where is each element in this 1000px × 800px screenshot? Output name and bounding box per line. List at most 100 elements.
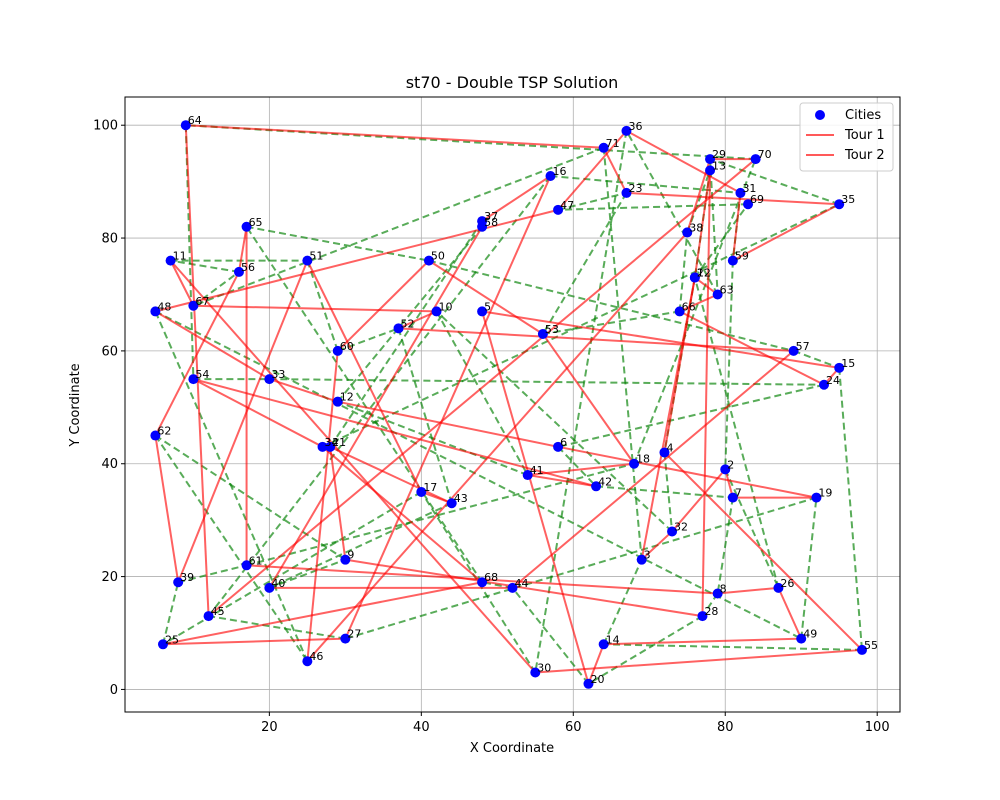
city-point: [629, 458, 640, 469]
city-point: [233, 266, 244, 277]
city-label: 15: [841, 357, 855, 370]
city-point: [180, 120, 191, 131]
tour-2-segment: [269, 558, 346, 589]
city-label: 67: [195, 295, 209, 308]
tour-1-segment: [587, 643, 605, 685]
tour-2-segment: [322, 203, 840, 448]
tour-1-segment: [731, 192, 742, 261]
plot-frame: [124, 96, 901, 713]
tour-1-segment: [557, 445, 817, 499]
city-label: 71: [606, 137, 620, 150]
city-point: [598, 639, 609, 650]
tour-2-segment: [208, 615, 346, 640]
city-label: 12: [340, 391, 354, 404]
city-point: [712, 289, 723, 300]
city-label: 11: [173, 250, 187, 263]
city-label: 62: [157, 425, 171, 438]
tour-2-segment: [625, 130, 719, 295]
tour-1-segment: [306, 231, 689, 662]
city-label: 8: [720, 583, 727, 596]
city-point: [477, 221, 488, 232]
y-tick-label: 80: [101, 232, 118, 247]
city-point: [705, 165, 716, 176]
city-point: [393, 323, 404, 334]
tour-1-segment: [511, 350, 795, 589]
tour-2-segment: [337, 400, 529, 476]
city-label: 9: [347, 549, 354, 562]
tour-1-segment: [701, 170, 712, 617]
tour-1-segment: [269, 378, 339, 403]
city-label: 55: [864, 639, 878, 652]
tour-1-segment: [663, 451, 863, 651]
tour-1-segment: [268, 226, 483, 589]
tour-1-segment: [717, 586, 779, 595]
tour-2-segment: [420, 491, 537, 674]
legend-tour1-label: Tour 1: [844, 128, 885, 143]
city-point: [735, 187, 746, 198]
city-point: [203, 611, 214, 622]
tour-2-segment: [154, 434, 346, 561]
x-tick-label: 80: [717, 720, 734, 735]
x-axis-label: X Coordinate: [470, 741, 554, 756]
city-point: [811, 492, 822, 503]
tour-1-segment: [329, 446, 347, 560]
tour-1-segment: [345, 558, 703, 618]
city-point: [727, 492, 738, 503]
tour-2-segment: [534, 130, 628, 673]
city-point: [431, 306, 442, 317]
city-point: [423, 255, 434, 266]
tour-2-segment: [435, 310, 529, 476]
tour-1-segment: [679, 293, 719, 313]
tour-2-segment: [246, 225, 430, 262]
tour-1-segment: [344, 175, 552, 640]
tour-2-segment: [716, 497, 734, 594]
tour-2-segment: [587, 615, 703, 685]
city-label: 7: [735, 487, 742, 500]
tour-2-segment: [246, 462, 635, 567]
tour-1-segment: [625, 129, 741, 194]
city-label: 14: [606, 633, 620, 646]
tour-1-segment: [663, 277, 696, 453]
city-point: [446, 498, 457, 509]
city-label: 41: [530, 464, 544, 477]
y-tick-label: 0: [110, 683, 118, 698]
city-label: 56: [241, 261, 255, 274]
tour-1-segment: [169, 260, 195, 307]
city-point: [340, 554, 351, 565]
city-point: [727, 255, 738, 266]
tour-2-segment: [793, 349, 840, 369]
city-label: 44: [515, 577, 529, 590]
tour-1-segment: [602, 147, 628, 194]
tour-2-segment: [306, 260, 339, 352]
tour-2-segment: [694, 203, 749, 279]
city-label: 4: [666, 441, 673, 454]
city-label: 54: [195, 368, 209, 381]
city-label: 1: [697, 267, 704, 280]
x-tick-label: 100: [865, 720, 890, 735]
legend-cities-label: Cities: [845, 108, 881, 123]
tour-2-segment: [663, 452, 674, 532]
tour-1-segment: [626, 191, 840, 206]
city-point: [621, 125, 632, 136]
city-labels-layer: 1234567891011121314151617181920212223242…: [157, 114, 878, 686]
city-label: 64: [188, 114, 202, 127]
city-point: [477, 577, 488, 588]
city-label: 63: [720, 283, 734, 296]
city-label: 57: [796, 340, 810, 353]
city-label: 69: [750, 193, 764, 206]
tour-1-segment: [777, 587, 803, 640]
tour-2-segment: [345, 496, 817, 640]
tour-1-segment: [542, 333, 635, 465]
city-point: [332, 345, 343, 356]
tour-2-segment: [170, 259, 240, 273]
city-label: 46: [309, 650, 323, 663]
tour-2-segment: [557, 383, 825, 448]
city-point: [743, 199, 754, 210]
city-label: 22: [697, 267, 711, 280]
city-point: [689, 272, 700, 283]
tour-1-segment: [162, 581, 483, 646]
tour-1-segment: [192, 378, 324, 448]
city-point: [591, 481, 602, 492]
city-point: [317, 441, 328, 452]
tour-2-segment: [269, 378, 825, 386]
